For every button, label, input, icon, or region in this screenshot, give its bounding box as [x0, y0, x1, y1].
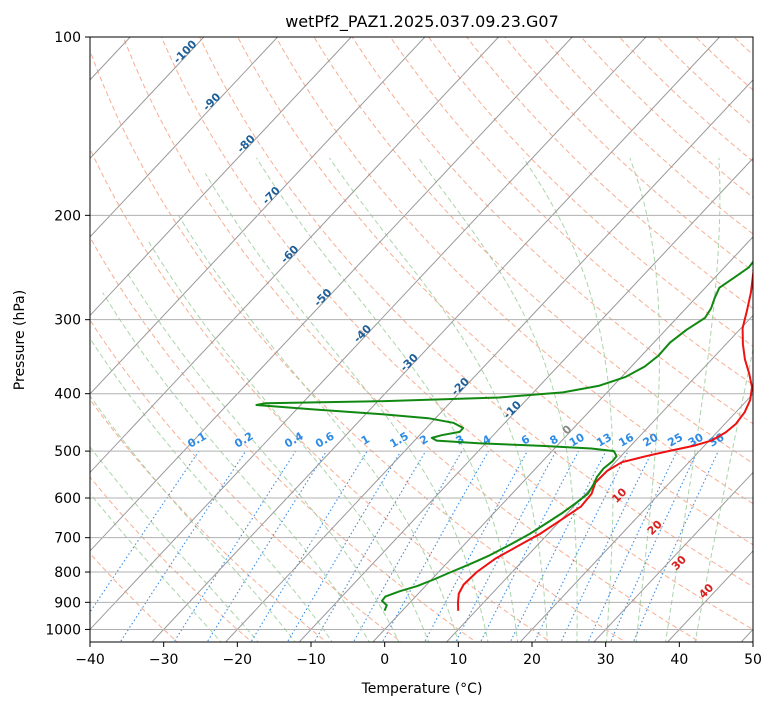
- mixing-ratio-line: [119, 450, 247, 642]
- isotherm-line: [90, 37, 647, 631]
- mixing-ratio-line: [90, 450, 200, 613]
- isotherm-line: [90, 37, 500, 474]
- plot-background: [90, 37, 753, 642]
- isotherm-line: [90, 37, 279, 238]
- y-tick-label: 400: [54, 387, 81, 403]
- dry-adiabat-line: [199, 37, 753, 588]
- isotherm-line: [372, 236, 753, 642]
- dry-adiabat-line: [122, 37, 701, 642]
- dry-adiabat-line: [90, 319, 403, 642]
- mixing-ratio-line: [381, 450, 489, 642]
- dry-adiabat-line: [90, 147, 552, 642]
- moist-adiabat-line: [694, 346, 753, 642]
- dry-adiabat-line: [351, 37, 753, 425]
- mixing-ratio-line: [286, 450, 402, 642]
- moist-adiabat-line: [102, 292, 370, 642]
- mixing-ratio-line: [587, 450, 678, 642]
- y-tick-label: 1000: [45, 622, 81, 638]
- dry-adiabat-line: [542, 37, 753, 235]
- temperature-profile-line: [457, 270, 753, 611]
- x-axis-label: Temperature (°C): [361, 681, 483, 697]
- y-tick-label: 700: [54, 531, 81, 547]
- dry-adiabat-line: [275, 37, 753, 505]
- moist-adiabat-line: [90, 337, 333, 642]
- y-tick-label: 600: [54, 491, 81, 507]
- profile-lines: [255, 260, 753, 612]
- y-tick-label: 100: [54, 30, 81, 46]
- moist-adiabat-line: [204, 173, 489, 642]
- dry-adiabat-line: [313, 37, 753, 464]
- dry-adiabat-line: [618, 37, 753, 163]
- moist-adiabat-line: [90, 395, 296, 642]
- isotherm-line: [298, 157, 753, 642]
- x-tick-label: 10: [449, 652, 467, 668]
- x-tick-label: −20: [223, 652, 253, 668]
- isotherm-line: [90, 37, 573, 552]
- dry-adiabat-line: [427, 37, 753, 347]
- moist-adiabat-line: [255, 157, 519, 642]
- mixing-ratio-line: [424, 450, 528, 642]
- dry-adiabat-line: [90, 236, 477, 642]
- axes: −40 −30 −20 −10 0 10 20 30 40 50 100 200 300 400 500 60…: [45, 30, 762, 668]
- mixing-ratio-line: [479, 450, 580, 642]
- moist-adiabat-line: [418, 157, 578, 642]
- mixing-ratio-line: [313, 450, 427, 642]
- isotherm-line: [593, 471, 753, 642]
- x-tick-label: 20: [523, 652, 541, 668]
- isotherm-line: [90, 37, 426, 395]
- plot-frame: [89, 36, 754, 643]
- x-tick-label: 30: [597, 652, 615, 668]
- y-tick-label: 300: [54, 313, 81, 329]
- isotherm-line: [90, 37, 205, 160]
- chart-title: wetPf2_PAZ1.2025.037.09.23.G07: [285, 12, 559, 32]
- dry-adiabat-line: [580, 37, 753, 199]
- x-tick-label: −30: [149, 652, 179, 668]
- dry-adiabat-line: [237, 37, 753, 546]
- isotherm-line: [519, 393, 753, 642]
- dewpoint-profile-line: [255, 260, 753, 612]
- x-tick-label: 40: [670, 652, 688, 668]
- y-axis-label: Pressure (hPa): [12, 290, 28, 390]
- x-tick-label: −10: [296, 652, 326, 668]
- mixing-ratio-line: [250, 450, 368, 642]
- mixing-ratio-line: [632, 450, 719, 642]
- moist-adiabat-line: [90, 446, 259, 642]
- y-tick-label: 800: [54, 565, 81, 581]
- isotherm-line: [151, 37, 721, 642]
- x-tick-label: −40: [75, 652, 105, 668]
- mixing-ratio-line: [352, 450, 463, 642]
- y-tick-label: 900: [54, 595, 81, 611]
- isotherm-line: [224, 79, 753, 642]
- moist-adiabat-line: [126, 272, 400, 642]
- dry-adiabat-line: [389, 37, 753, 386]
- moist-adiabat-line: [177, 215, 459, 642]
- mixing-ratio-line: [609, 450, 698, 642]
- dry-adiabat-line: [160, 37, 753, 631]
- dry-adiabat-line: [90, 398, 328, 642]
- background-lines: [90, 37, 753, 642]
- moist-adiabat-line: [90, 492, 222, 642]
- moist-adiabat-line: [147, 239, 430, 642]
- y-tick-label: 200: [54, 208, 81, 224]
- x-tick-label: 0: [380, 652, 389, 668]
- x-tick-label: 50: [744, 652, 762, 668]
- dry-adiabat-line: [466, 37, 753, 309]
- isotherm-line: [445, 314, 753, 642]
- isotherm-line: [90, 37, 352, 317]
- y-tick-label: 500: [54, 444, 81, 460]
